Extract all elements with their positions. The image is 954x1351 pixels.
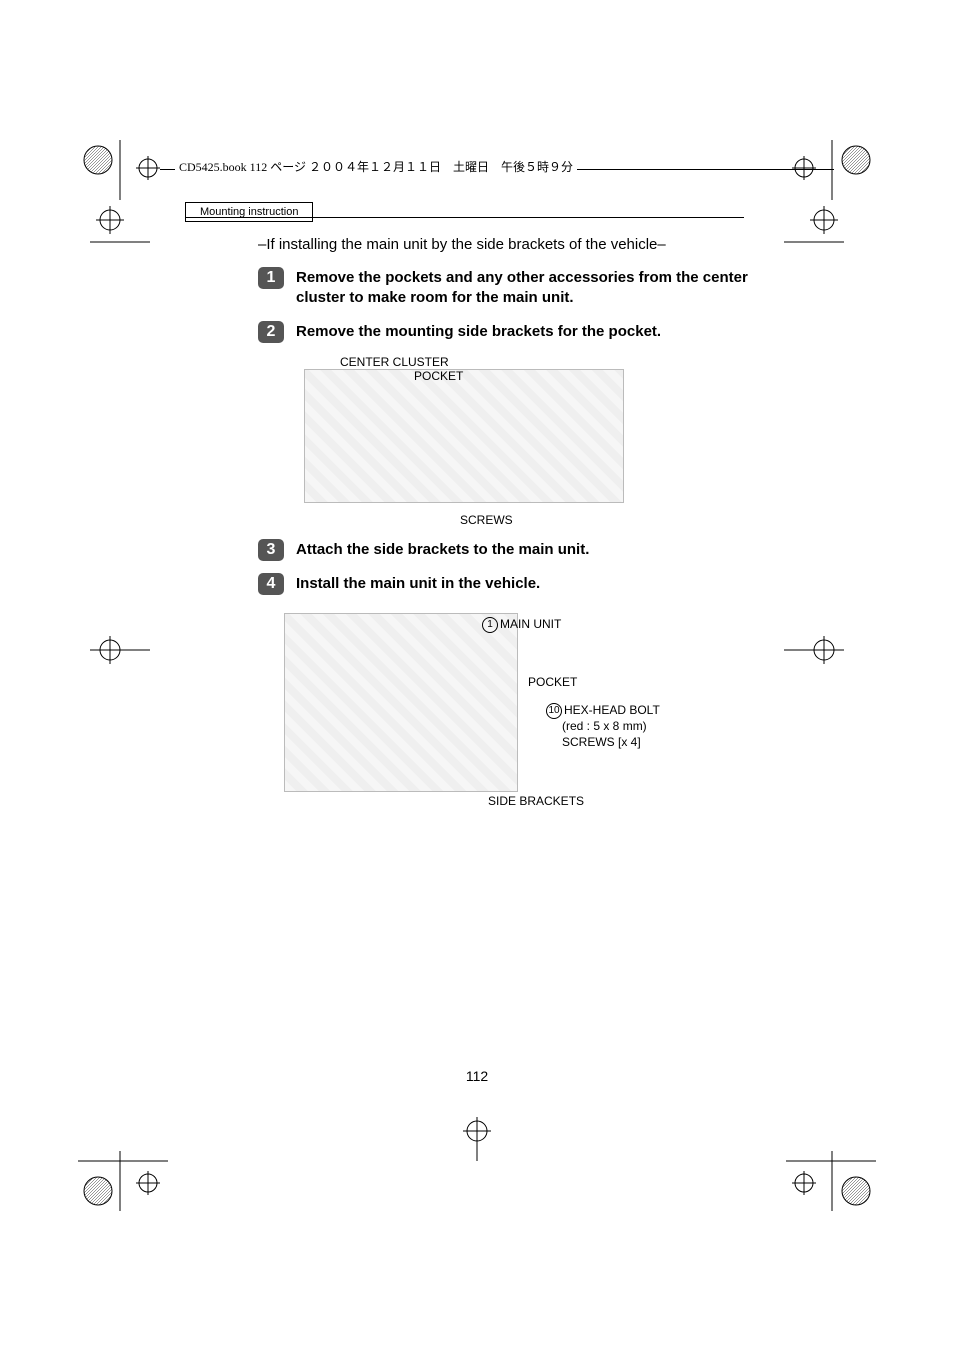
figure-1-illustration [304, 369, 624, 503]
page: CD5425.book 112 ページ ２００４年１２月１１日 土曜日 午後５時… [0, 0, 954, 1351]
step-text-3: Attach the side brackets to the main uni… [296, 539, 589, 560]
fig2-label-pocket: POCKET [528, 675, 577, 689]
circled-number-icon: 10 [546, 703, 562, 719]
fig1-label-screws: SCREWS [460, 513, 513, 527]
registration-mark-bottom-center [447, 1101, 507, 1161]
registration-mark-bottom-right [786, 1121, 876, 1211]
running-head: CD5425.book 112 ページ ２００４年１２月１１日 土曜日 午後５時… [175, 158, 577, 175]
step-1: 1 Remove the pockets and any other acces… [258, 267, 754, 309]
registration-mark-left [90, 200, 150, 260]
fig1-label-pocket: POCKET [414, 369, 463, 383]
fig1-label-center-cluster: CENTER CLUSTER [340, 355, 449, 369]
step-2: 2 Remove the mounting side brackets for … [258, 321, 754, 343]
fig2-label-screws-x4: SCREWS [x 4] [562, 735, 641, 749]
fig2-hex-bolt-text: HEX-HEAD BOLT [564, 703, 660, 717]
figure-2-illustration [284, 613, 518, 792]
step-badge-4: 4 [258, 573, 284, 595]
step-badge-2: 2 [258, 321, 284, 343]
step-4: 4 Install the main unit in the vehicle. [258, 573, 754, 595]
registration-mark-bottom-left [78, 1121, 168, 1211]
step-text-4: Install the main unit in the vehicle. [296, 573, 540, 594]
fig2-main-unit-text: MAIN UNIT [500, 617, 561, 631]
figure-1: CENTER CLUSTER POCKET SCREWS [294, 355, 754, 523]
registration-mark-mid-left [90, 620, 150, 680]
content-area: –If installing the main unit by the side… [258, 236, 754, 818]
step-3: 3 Attach the side brackets to the main u… [258, 539, 754, 561]
page-number: 112 [0, 1068, 954, 1084]
step-text-1: Remove the pockets and any other accesso… [296, 267, 754, 309]
fig2-label-hex-detail: (red : 5 x 8 mm) [562, 719, 647, 733]
fig2-label-hex-bolt: 10HEX-HEAD BOLT [546, 703, 660, 719]
section-tab: Mounting instruction [185, 202, 313, 222]
registration-mark-mid-right [784, 620, 844, 680]
registration-mark-right [784, 200, 844, 260]
step-badge-3: 3 [258, 539, 284, 561]
figure-2: 1MAIN UNIT POCKET 10HEX-HEAD BOLT (red :… [278, 607, 754, 802]
circled-number-icon: 1 [482, 617, 498, 633]
fig2-label-side-brackets: SIDE BRACKETS [488, 794, 584, 808]
step-badge-1: 1 [258, 267, 284, 289]
fig2-label-main-unit: 1MAIN UNIT [482, 617, 561, 633]
subtitle: –If installing the main unit by the side… [258, 236, 754, 253]
step-text-2: Remove the mounting side brackets for th… [296, 321, 661, 342]
